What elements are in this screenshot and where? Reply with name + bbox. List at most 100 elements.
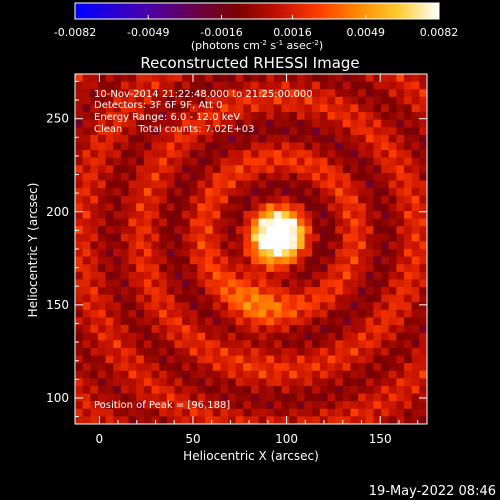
heatmap-cell [128,195,137,204]
heatmap-cell [97,294,107,303]
heatmap-cell [296,370,306,379]
heatmap-cell [90,142,99,151]
heatmap-cell [365,180,375,189]
heatmap-cell [82,256,91,265]
heatmap-cell [350,195,359,204]
heatmap-cell [212,347,221,357]
heatmap-cell [388,104,397,113]
heatmap-cell [373,172,382,182]
heatmap-cell [404,104,413,113]
heatmap-cell [90,81,99,90]
heatmap-cell [251,180,260,189]
heatmap-cell [120,287,130,296]
heatmap-cell [105,302,114,311]
heatmap-cell [151,226,160,235]
heatmap-cell [220,180,229,189]
heatmap-cell [90,233,99,242]
heatmap-cell [304,249,313,258]
heatmap-cell [404,363,413,372]
heatmap-cell [358,279,367,288]
heatmap-cell [335,127,344,136]
heatmap-cell [182,271,191,281]
heatmap-cell [243,302,252,311]
heatmap-cell [128,142,137,151]
heatmap-cell [396,279,405,288]
heatmap-cell [82,317,91,326]
heatmap-cell [197,355,206,364]
heatmap-cell [212,150,221,159]
heatmap-cell [182,165,191,174]
heatmap-cell [113,210,122,220]
heatmap-cell [365,218,375,227]
heatmap-cell [296,347,306,357]
heatmap-cell [404,210,413,220]
heatmap-cell [159,188,168,197]
heatmap-cell [411,180,420,189]
heatmap-cell [228,347,237,357]
heatmap-cell [159,309,168,319]
heatmap-cell [228,74,237,83]
heatmap-cell [97,385,107,395]
heatmap-cell [258,195,267,204]
heatmap-cell [312,317,321,326]
heatmap-cell [82,332,91,341]
annotation-detectors: Detectors: 3F 6F 9F, Att 0 [94,100,222,111]
heatmap-cell [304,416,313,424]
heatmap-cell [319,142,329,151]
heatmap-cell [296,363,306,372]
heatmap-cell [235,112,244,121]
heatmap-cell [113,325,122,334]
heatmap-cell [97,157,107,166]
heatmap-cell [97,340,107,349]
heatmap-cell [82,210,91,220]
heatmap-cell [189,294,199,303]
heatmap-cell [312,325,321,334]
heatmap-cell [197,393,206,402]
heatmap-cell [396,203,405,212]
heatmap-cell [381,264,390,273]
heatmap-cell [189,385,199,395]
heatmap-cell [365,287,375,296]
heatmap-cell [419,180,427,189]
heatmap-cell [404,142,413,151]
heatmap-cell [388,203,397,212]
heatmap-cell [365,150,375,159]
heatmap-cell [327,408,336,417]
heatmap-cell [404,165,413,174]
heatmap-cell [327,416,336,424]
heatmap-cell [212,256,221,265]
heatmap-cell [105,363,114,372]
heatmap-cell [296,355,306,364]
heatmap-cell [327,150,336,159]
heatmap-cell [136,81,145,90]
heatmap-cell [105,96,114,106]
heatmap-cell [189,96,199,106]
heatmap-cell [396,172,405,182]
heatmap-cell [128,317,137,326]
heatmap-cell [220,393,229,402]
heatmap-cell [327,363,336,372]
heatmap-cell [159,150,168,159]
heatmap-cell [182,416,191,424]
heatmap-cell [251,385,260,395]
heatmap-cell [82,127,91,136]
heatmap-cell [97,218,107,227]
heatmap-cell [143,226,153,235]
heatmap-cell [113,347,122,357]
heatmap-cell [258,401,267,410]
heatmap-cell [212,81,221,90]
heatmap-cell [335,188,344,197]
heatmap-cell [350,180,359,189]
heatmap-cell [258,309,267,319]
heatmap-cell [319,355,329,364]
heatmap-cell [228,226,237,235]
heatmap-cell [365,393,375,402]
heatmap-cell [273,256,283,265]
heatmap-cell [205,416,214,424]
heatmap-cell [189,210,199,220]
heatmap-cell [381,249,390,258]
heatmap-cell [205,325,214,334]
heatmap-cell [273,218,283,227]
heatmap-cell [373,180,382,189]
